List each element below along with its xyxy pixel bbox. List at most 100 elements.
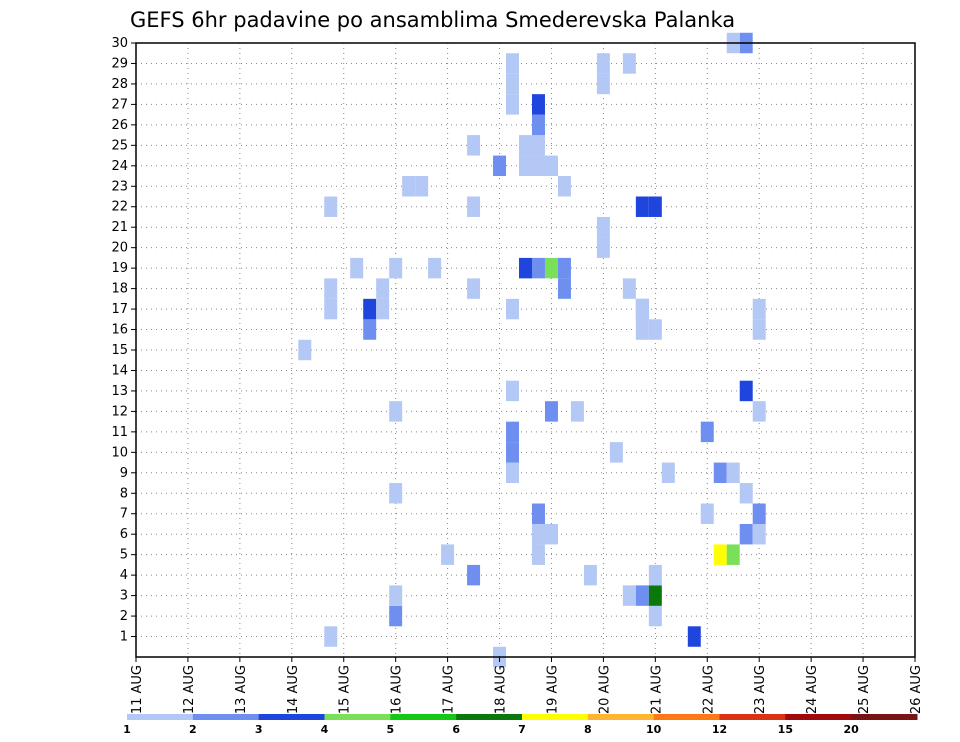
- y-tick-label: 3: [120, 589, 128, 604]
- legend-swatch: [851, 714, 918, 720]
- data-cell: [622, 585, 636, 606]
- legend-swatch: [127, 714, 194, 720]
- legend-label: 7: [518, 723, 526, 736]
- data-cell: [557, 257, 571, 279]
- data-cell: [635, 196, 649, 217]
- data-cell: [415, 176, 429, 197]
- data-cell: [389, 605, 403, 627]
- y-tick-label: 9: [120, 466, 128, 481]
- y-tick-label: 30: [111, 36, 128, 51]
- y-tick-label: 19: [111, 261, 128, 276]
- x-tick-label: 14 AUG: [286, 665, 301, 714]
- data-cell: [648, 605, 662, 627]
- x-tick-label: 26 AUG: [909, 665, 924, 714]
- legend-swatch: [522, 714, 589, 720]
- legend: 1 2 3 4 5 6 7 8 10 12 15 20: [123, 714, 918, 736]
- legend-swatch: [390, 714, 457, 720]
- data-cell: [519, 155, 532, 177]
- data-cell: [506, 462, 520, 484]
- data-cell: [700, 421, 714, 443]
- data-cell: [570, 401, 584, 422]
- data-cell: [531, 257, 545, 279]
- y-tick-label: 14: [111, 363, 128, 378]
- y-tick-label: 5: [120, 548, 128, 563]
- legend-label: 1: [123, 723, 131, 736]
- data-cell: [648, 319, 662, 340]
- x-tick-label: 11 AUG: [130, 665, 145, 714]
- data-cell: [531, 523, 545, 545]
- y-tick-label: 16: [111, 323, 128, 338]
- data-cell: [544, 523, 558, 545]
- data-cell: [376, 278, 390, 299]
- data-cell: [596, 237, 610, 258]
- x-tick-label: 22 AUG: [701, 665, 716, 714]
- data-cell: [687, 626, 701, 647]
- x-tick-label: 15 AUG: [338, 665, 353, 714]
- legend-swatch: [324, 714, 391, 720]
- data-cell: [726, 462, 740, 484]
- data-cell: [596, 73, 610, 95]
- data-cell: [402, 176, 416, 197]
- legend-label: 20: [844, 723, 860, 736]
- data-cell: [544, 401, 558, 422]
- legend-label: 6: [452, 723, 460, 736]
- data-cell: [467, 196, 481, 217]
- data-cell: [531, 155, 545, 177]
- data-cell: [324, 196, 338, 217]
- data-cell: [752, 319, 766, 340]
- x-tick-label: 13 AUG: [234, 665, 249, 714]
- data-cell: [519, 135, 532, 156]
- data-cell: [531, 114, 545, 136]
- y-tick-label: 2: [120, 609, 128, 624]
- data-cell: [713, 544, 727, 565]
- y-tick-label: 15: [111, 343, 128, 358]
- y-tick-label: 27: [111, 97, 128, 112]
- x-tick-label: 17 AUG: [442, 665, 457, 714]
- data-cell: [324, 298, 338, 320]
- y-tick-label: 17: [111, 302, 128, 317]
- legend-swatch: [719, 714, 786, 720]
- x-axis: 11 AUG 12 AUG 13 AUG 14 AUG 15 AUG 16 AUG 17 A…: [130, 657, 924, 714]
- data-cell: [700, 503, 714, 524]
- y-tick-label: 8: [120, 486, 128, 501]
- legend-swatch: [653, 714, 720, 720]
- data-cell: [324, 626, 338, 647]
- data-cell: [635, 585, 649, 606]
- data-cell: [506, 53, 520, 74]
- data-cell: [739, 483, 753, 504]
- data-cell: [428, 257, 442, 279]
- data-cell: [635, 319, 649, 340]
- y-tick-label: 26: [111, 118, 128, 133]
- data-cell: [441, 544, 455, 565]
- x-tick-label: 21 AUG: [649, 665, 664, 714]
- data-cell: [506, 421, 520, 443]
- y-tick-label: 22: [111, 200, 128, 215]
- data-cell: [648, 196, 662, 217]
- y-tick-label: 13: [111, 384, 128, 399]
- data-cell: [363, 298, 377, 320]
- y-tick-label: 11: [111, 425, 128, 440]
- data-cell: [506, 380, 520, 402]
- data-cell: [557, 176, 571, 197]
- data-cell: [622, 53, 636, 74]
- x-tick-label: 24 AUG: [805, 665, 820, 714]
- x-tick-label: 18 AUG: [494, 665, 509, 714]
- legend-label: 10: [646, 723, 662, 736]
- data-cell: [506, 94, 520, 115]
- data-cell: [531, 94, 545, 115]
- data-cell: [531, 503, 545, 524]
- y-tick-label: 12: [111, 404, 128, 419]
- data-cell: [467, 278, 481, 299]
- y-tick-label: 28: [111, 77, 128, 92]
- legend-swatch: [192, 714, 260, 720]
- x-tick-label: 20 AUG: [597, 665, 612, 714]
- legend-swatch: [456, 714, 523, 720]
- data-cell: [376, 298, 390, 320]
- data-cell: [467, 135, 481, 156]
- y-tick-label: 1: [120, 630, 128, 645]
- data-cell: [506, 73, 520, 95]
- y-tick-label: 4: [120, 568, 128, 583]
- legend-label: 8: [584, 723, 592, 736]
- x-tick-label: 25 AUG: [857, 665, 872, 714]
